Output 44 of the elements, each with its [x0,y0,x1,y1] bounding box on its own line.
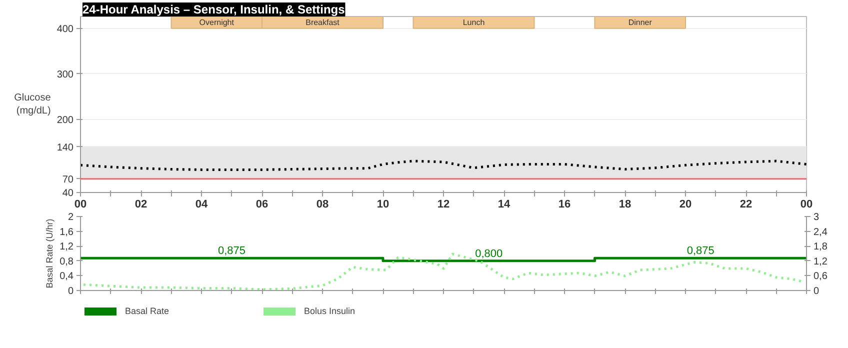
annotation: 0,875 [686,245,714,258]
annotation: 0,875 [218,245,246,258]
x-tick-label: 04 [195,198,208,210]
y2-tick-label: 0 [814,286,820,297]
line-series [80,160,806,171]
y-tick-label: 0 [68,286,74,297]
band-label: Overnight [199,18,235,27]
annotation: 0,800 [475,248,503,260]
legend-label: Basal Rate [125,306,170,316]
x-tick-label: 00 [800,198,813,210]
legend-label: Bolus Insulin [304,306,356,316]
y-tick-label: 1,2 [60,242,74,253]
chart-title: 24-Hour Analysis – Sensor, Insulin, & Settings [82,2,346,16]
y-tick-label: 300 [56,69,74,80]
band-label: Lunch [462,18,485,27]
x-tick-label: 08 [316,198,329,210]
x-tick-label: 18 [618,198,632,210]
x-tick-label: 22 [740,198,752,210]
y2-tick-label: 2,4 [814,226,828,238]
band-label: Dinner [628,18,652,27]
y-tick-label: 40 [62,188,74,199]
y2-tick-label: 1,8 [814,242,828,253]
x-tick-label: 02 [134,198,148,210]
y-tick-label: 140 [56,142,74,154]
y-tick-label: 400 [56,24,74,35]
y2-tick-label: 1,2 [814,256,828,268]
x-tick-label: 06 [256,198,268,210]
y-tick-label: 1,6 [60,226,74,238]
y-axis-title: Basal Rate (U/hr) [44,218,55,288]
y-tick-label: 2 [68,212,74,223]
y2-tick-label: 0,6 [814,271,828,282]
x-tick-label: 16 [558,198,571,210]
y-tick-label: 70 [62,174,74,186]
x-tick-label: 12 [437,198,450,210]
y-tick-label: 0,4 [60,271,74,282]
x-tick-label: 20 [679,198,692,210]
x-tick-label: 10 [376,198,390,210]
x-tick-label: 00 [74,198,87,210]
y-tick-label: 0,8 [60,256,74,268]
y-axis-title: Glucose (mg/dL) [14,92,52,117]
y-tick-label: 200 [56,115,74,126]
x-tick-label: 14 [498,198,511,210]
band-label: Breakfast [306,18,340,27]
y2-tick-label: 3 [814,212,820,223]
